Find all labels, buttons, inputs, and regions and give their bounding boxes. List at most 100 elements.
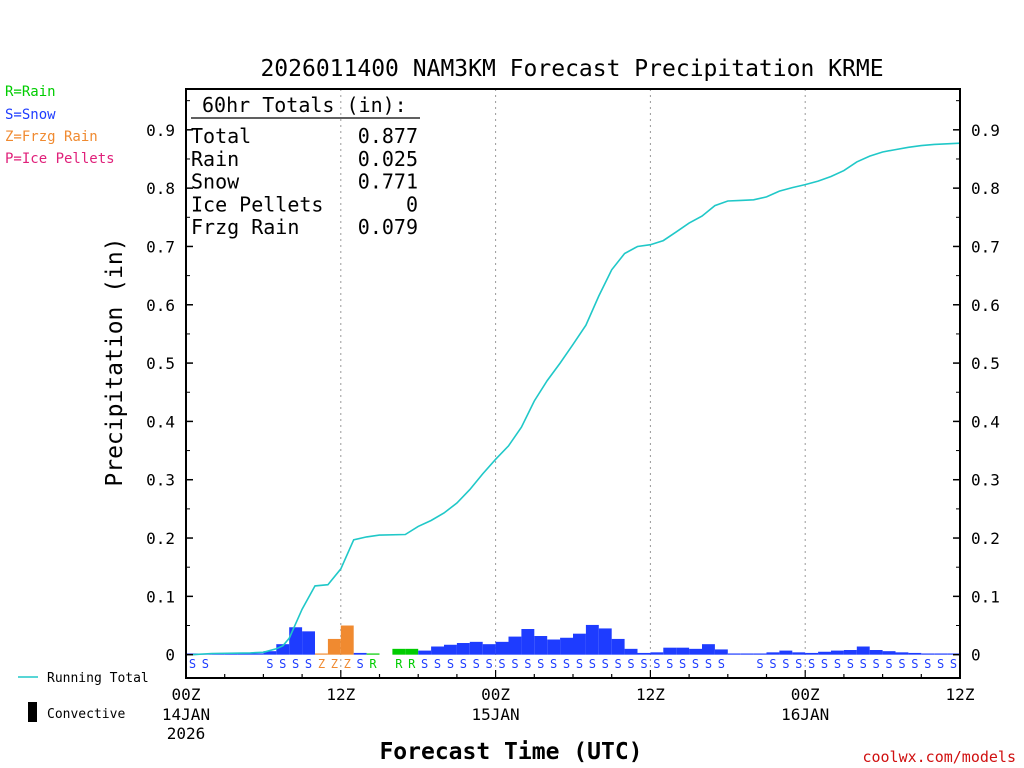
precip-bar <box>805 652 819 655</box>
precip-bar <box>224 653 238 655</box>
precip-bar <box>650 652 664 655</box>
convective-swatch <box>28 702 37 722</box>
y-tick-label-right: 0.1 <box>971 587 1000 606</box>
precip-bar <box>456 643 470 655</box>
y-tick-label-right: 0.2 <box>971 529 1000 548</box>
precip-type-label: S <box>937 657 944 671</box>
precip-bar <box>689 648 702 655</box>
precip-bar <box>431 646 444 655</box>
y-tick-label-left: 0.6 <box>146 296 175 315</box>
precip-type-label: S <box>589 657 596 671</box>
x-tick-date: 14JAN <box>162 705 210 724</box>
precip-bar <box>547 639 561 655</box>
precip-bar <box>869 650 883 655</box>
precip-bar <box>611 638 625 655</box>
precip-bar <box>289 627 303 655</box>
precip-type-label: S <box>808 657 815 671</box>
precip-bar <box>792 652 806 655</box>
y-axis: 0 0 0.1 0.1 0.2 0.2 0.3 0.3 0.4 0.4 0.5 0.5 0.6 0.6 0.… <box>146 100 1000 665</box>
type-legend: R=Rain S=Snow Z=Frzg Rain P=Ice Pellets <box>5 84 115 167</box>
precip-type-label: S <box>834 657 841 671</box>
y-tick-label-left: 0.2 <box>146 529 175 548</box>
precip-type-label: Z <box>318 657 325 671</box>
precip-bar <box>882 651 896 655</box>
precip-bar <box>753 653 767 655</box>
precip-type-label: Z <box>331 657 338 671</box>
precip-type-label: Z <box>344 657 351 671</box>
totals-heading: 60hr Totals (in): <box>202 93 407 117</box>
precip-type-label: S <box>550 657 557 671</box>
x-tick-label: 12Z <box>326 685 355 704</box>
totals-row-label: Frzg Rain <box>191 215 299 239</box>
totals-row-label: Rain <box>191 147 239 171</box>
precip-type-label: S <box>602 657 609 671</box>
y-axis-label: Precipitation (in) <box>102 237 128 486</box>
precip-bar <box>714 649 728 655</box>
precip-bar <box>843 650 857 655</box>
precip-type-label: S <box>357 657 364 671</box>
precip-bar <box>921 653 935 655</box>
precip-type-label: S <box>434 657 441 671</box>
precip-bar <box>276 644 290 655</box>
totals-box: 60hr Totals (in): Total 0.877 Rain 0.025 Sno… <box>191 93 420 239</box>
precip-type-label: S <box>924 657 931 671</box>
y-tick-label-left: 0.8 <box>146 179 175 198</box>
y-tick-label-left: 0 <box>165 646 175 665</box>
precip-bar <box>302 631 315 655</box>
precip-type-label: S <box>511 657 518 671</box>
precip-bar <box>637 652 651 655</box>
precip-type-label: S <box>769 657 776 671</box>
precip-bar <box>482 644 496 655</box>
precip-bar <box>856 646 870 655</box>
precip-bar <box>508 636 522 655</box>
precip-type-label: R <box>408 657 416 671</box>
line-legend: Running Total Convective <box>18 671 149 722</box>
legend-frzg-rain: Z=Frzg Rain <box>5 129 98 145</box>
precip-bars <box>186 624 960 655</box>
y-tick-label-left: 0.7 <box>146 237 175 256</box>
precip-type-label: S <box>756 657 763 671</box>
y-tick-label-left: 0.3 <box>146 471 175 490</box>
precip-type-label: S <box>627 657 634 671</box>
running-total-line <box>192 142 961 656</box>
precip-bar <box>469 641 483 655</box>
precip-bar <box>585 624 599 655</box>
precip-type-label: S <box>563 657 570 671</box>
precip-type-label: S <box>447 657 454 671</box>
precip-type-label: S <box>421 657 428 671</box>
precip-bar <box>250 653 264 655</box>
precip-bar <box>444 644 457 655</box>
precip-bar <box>418 650 432 655</box>
y-tick-label-right: 0 <box>971 646 981 665</box>
precip-type-label: S <box>911 657 918 671</box>
x-axis-label: Forecast Time (UTC) <box>379 739 642 765</box>
precip-bar <box>934 653 948 655</box>
precip-bar <box>237 653 251 655</box>
chart-title: 2026011400 NAM3KM Forecast Precipitation… <box>260 56 883 82</box>
totals-row-value: 0.025 <box>358 147 418 171</box>
precip-type-label: S <box>615 657 622 671</box>
x-tick-date: 16JAN <box>781 705 829 724</box>
precip-type-label: R <box>369 657 377 671</box>
x-tick-label: 00Z <box>481 685 510 704</box>
precip-type-label: S <box>537 657 544 671</box>
precip-type-label: S <box>950 657 957 671</box>
precip-bar <box>676 647 690 655</box>
y-tick-label-left: 0.5 <box>146 354 175 373</box>
plot-frame <box>185 88 961 679</box>
precip-type-label: S <box>279 657 286 671</box>
totals-row-value: 0 <box>406 192 418 216</box>
y-tick-label-right: 0.3 <box>971 471 1000 490</box>
totals-row-label: Ice Pellets <box>191 192 323 216</box>
precip-bar <box>353 652 367 655</box>
y-tick-label-right: 0.9 <box>971 121 1000 140</box>
precip-bar <box>766 652 780 655</box>
precip-bar <box>818 651 831 655</box>
precip-bar <box>534 636 548 655</box>
precip-type-label: S <box>576 657 583 671</box>
precip-type-label: S <box>705 657 712 671</box>
precip-bar <box>366 653 380 655</box>
precip-type-label: S <box>460 657 467 671</box>
x-tick-label: 00Z <box>791 685 820 704</box>
precip-bar <box>663 647 677 655</box>
